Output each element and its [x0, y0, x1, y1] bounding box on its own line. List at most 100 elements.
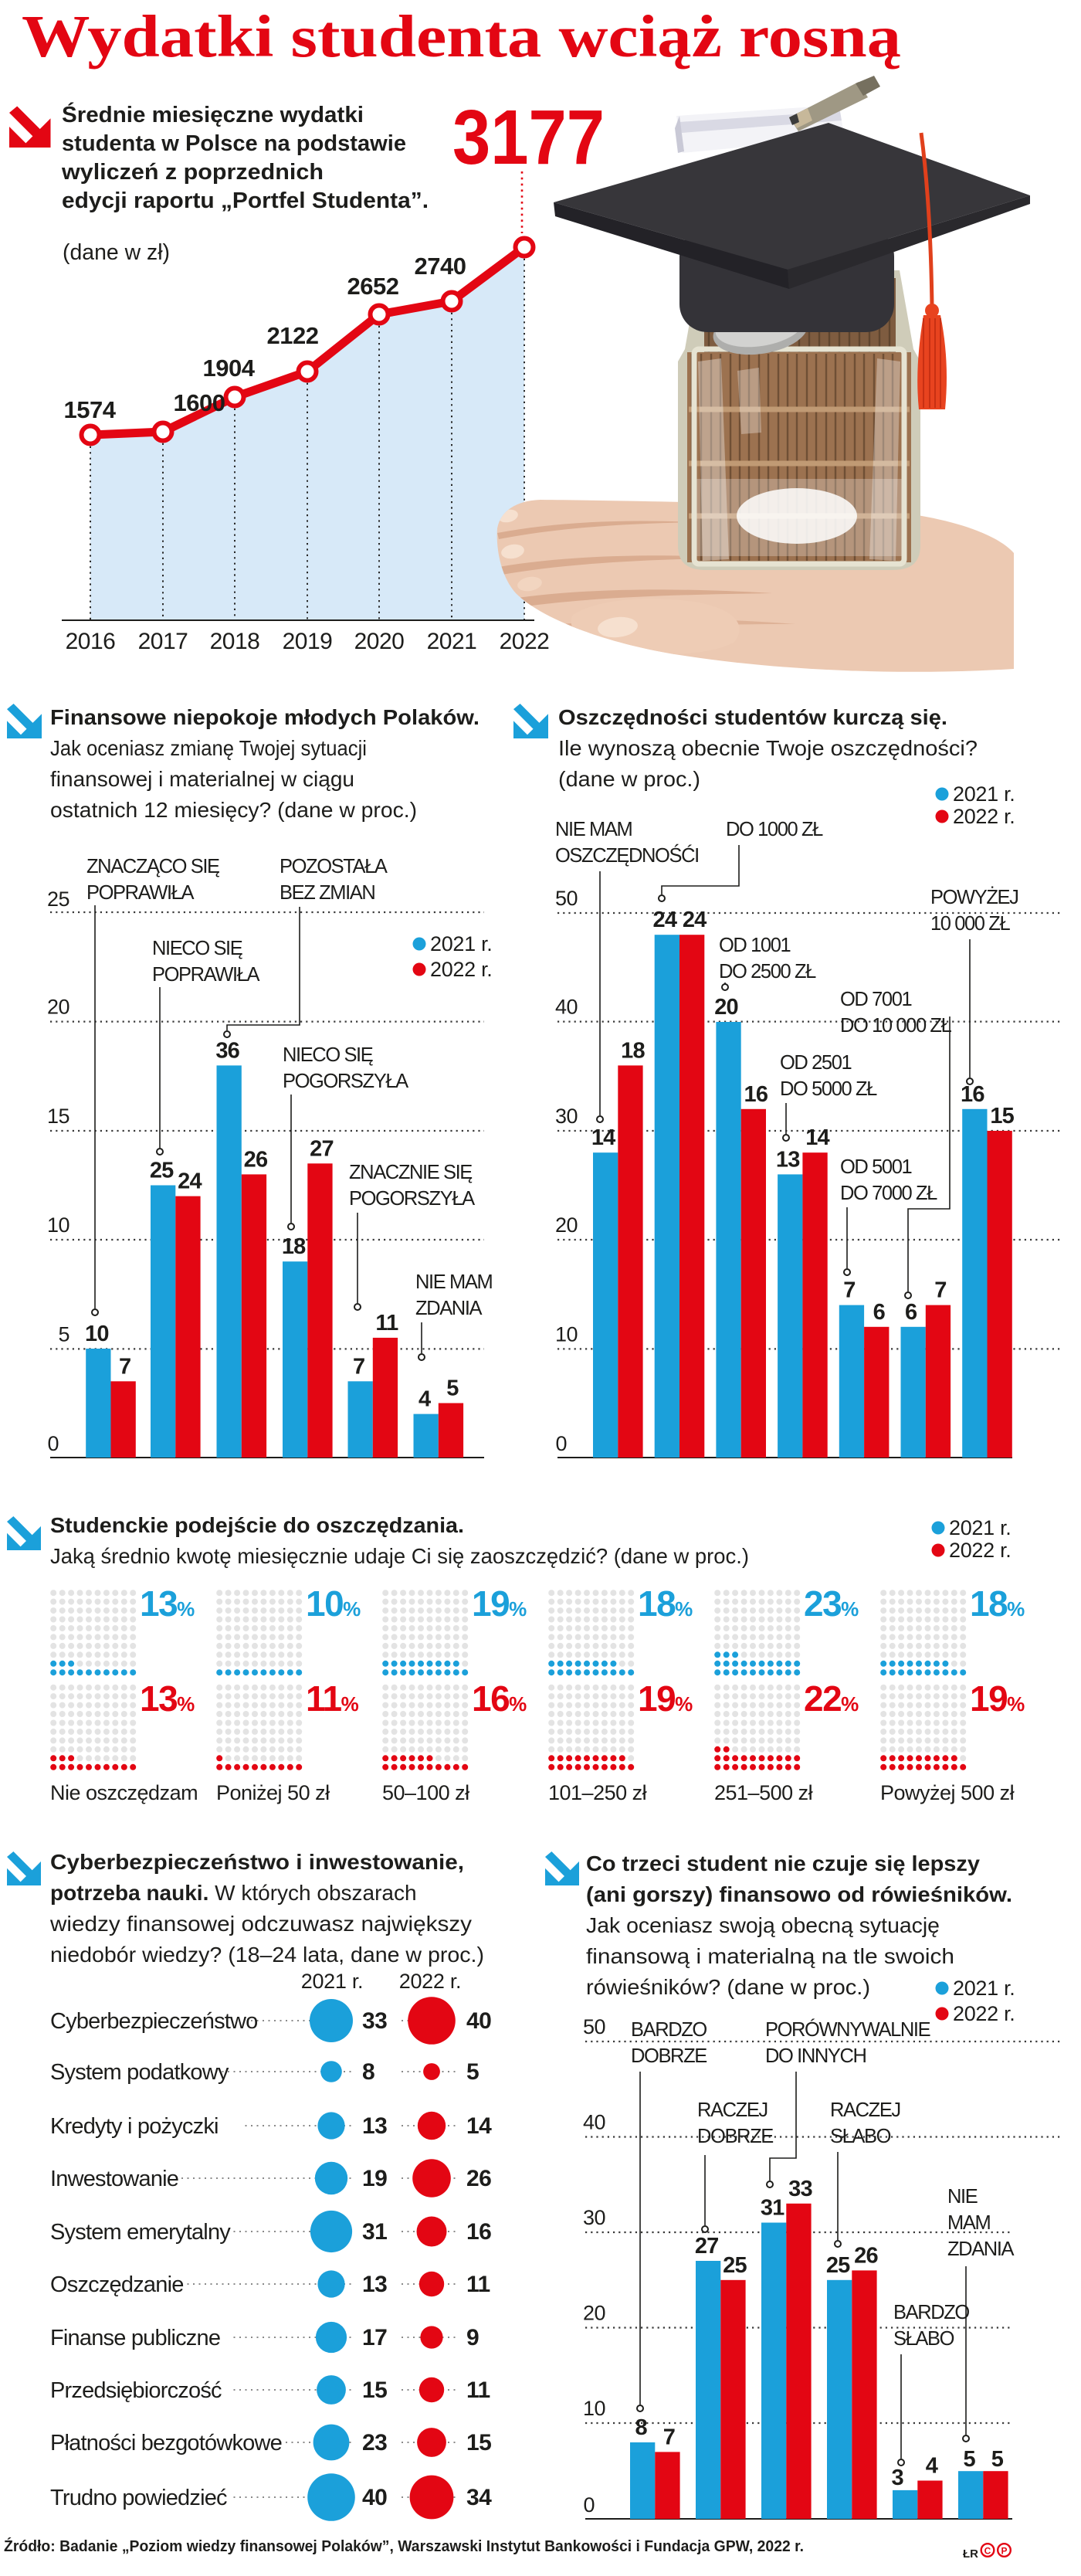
svg-text:33: 33: [362, 2008, 387, 2034]
svg-text:potrzeba nauki. W których obsz: potrzeba nauki. W których obszarach: [50, 1881, 417, 1905]
svg-text:(dane w proc.): (dane w proc.): [558, 767, 700, 791]
svg-text:Źródło: Badanie „Poziom wiedzy: Źródło: Badanie „Poziom wiedzy finansowe…: [4, 2537, 804, 2555]
svg-text:18%: 18%: [970, 1583, 1025, 1624]
svg-text:1600: 1600: [174, 389, 225, 416]
svg-text:7: 7: [119, 1354, 130, 1379]
svg-text:NIECO SIĘ: NIECO SIĘ: [152, 938, 242, 959]
svg-text:BARDZO: BARDZO: [893, 2302, 969, 2323]
svg-text:DOBRZE: DOBRZE: [631, 2045, 707, 2067]
svg-text:40: 40: [583, 2111, 605, 2134]
svg-text:DO 10 000 ZŁ: DO 10 000 ZŁ: [840, 1015, 952, 1037]
svg-text:7: 7: [353, 1354, 364, 1379]
svg-text:BEZ ZMIAN: BEZ ZMIAN: [280, 882, 374, 904]
svg-text:Finansowe niepokoje młodych Po: Finansowe niepokoje młodych Polaków.: [50, 705, 480, 729]
svg-text:OD 2501: OD 2501: [780, 1052, 851, 1074]
svg-text:11: 11: [466, 2272, 490, 2297]
svg-text:4: 4: [419, 1387, 431, 1412]
svg-text:(dane w zł): (dane w zł): [63, 240, 170, 265]
svg-text:Jaką średnio kwotę miesięcznie: Jaką średnio kwotę miesięcznie udaje Ci …: [50, 1544, 749, 1568]
svg-text:3: 3: [891, 2466, 903, 2490]
svg-text:DOBRZE: DOBRZE: [697, 2126, 773, 2147]
svg-text:19%: 19%: [970, 1678, 1025, 1719]
svg-text:10: 10: [555, 1322, 578, 1346]
svg-text:POGORSZYŁA: POGORSZYŁA: [283, 1071, 408, 1092]
svg-text:DO 5000 ZŁ: DO 5000 ZŁ: [780, 1078, 877, 1100]
svg-text:40: 40: [362, 2485, 387, 2510]
svg-text:ZNACZĄCO SIĘ: ZNACZĄCO SIĘ: [86, 856, 219, 877]
svg-text:25: 25: [723, 2253, 747, 2278]
svg-text:10 000 ZŁ: 10 000 ZŁ: [930, 913, 1010, 935]
svg-text:(ani gorszy) finansowo od rówi: (ani gorszy) finansowo od rówieśników.: [586, 1882, 1012, 1906]
svg-text:Kredyty i pożyczki: Kredyty i pożyczki: [50, 2114, 219, 2139]
svg-text:7: 7: [934, 1278, 946, 1303]
svg-text:2022 r.: 2022 r.: [953, 805, 1015, 828]
svg-text:DO INNYCH: DO INNYCH: [765, 2045, 866, 2067]
svg-text:POGORSZYŁA: POGORSZYŁA: [349, 1188, 475, 1210]
svg-text:11: 11: [466, 2377, 490, 2403]
svg-text:Finanse publiczne: Finanse publiczne: [50, 2326, 220, 2350]
svg-text:25: 25: [150, 1159, 174, 1183]
svg-text:1904: 1904: [203, 355, 256, 382]
svg-text:2019: 2019: [283, 629, 333, 654]
svg-text:wyliczeń z poprzednich: wyliczeń z poprzednich: [61, 160, 324, 185]
svg-text:1574: 1574: [64, 396, 117, 423]
svg-text:26: 26: [854, 2243, 878, 2268]
svg-text:16: 16: [961, 1082, 984, 1107]
svg-text:26: 26: [244, 1147, 268, 1172]
svg-text:101–250 zł: 101–250 zł: [548, 1781, 647, 1804]
svg-text:NIE: NIE: [947, 2186, 978, 2208]
svg-text:MAM: MAM: [947, 2212, 990, 2234]
svg-text:2022 r.: 2022 r.: [430, 958, 492, 981]
svg-text:finansową i materialną na tle: finansową i materialną na tle swoich: [586, 1944, 954, 1968]
svg-text:19: 19: [362, 2166, 387, 2191]
svg-text:9: 9: [466, 2325, 479, 2350]
svg-text:50–100 zł: 50–100 zł: [382, 1781, 469, 1804]
svg-text:31: 31: [362, 2219, 387, 2245]
svg-text:2122: 2122: [267, 322, 319, 349]
svg-text:16: 16: [466, 2219, 491, 2245]
svg-text:2022 r.: 2022 r.: [949, 1539, 1011, 1562]
svg-text:24: 24: [683, 908, 707, 932]
svg-text:2021 r.: 2021 r.: [953, 1977, 1015, 2000]
svg-text:20: 20: [714, 995, 738, 1020]
svg-text:POWYŻEJ: POWYŻEJ: [930, 886, 1018, 908]
svg-text:25: 25: [826, 2253, 850, 2278]
svg-text:finansowej i materialnej w cią: finansowej i materialnej w ciągu: [50, 767, 354, 791]
svg-text:OD 1001: OD 1001: [719, 935, 790, 956]
svg-text:OD 7001: OD 7001: [840, 989, 911, 1010]
svg-text:2022: 2022: [500, 629, 550, 654]
svg-text:Oszczędności studentów kurczą: Oszczędności studentów kurczą się.: [558, 705, 947, 729]
svg-text:ZDANIA: ZDANIA: [415, 1298, 483, 1319]
svg-text:NIE MAM: NIE MAM: [415, 1271, 492, 1293]
svg-text:edycji raportu „Portfel Studen: edycji raportu „Portfel Studenta”.: [62, 188, 429, 213]
svg-text:Inwestowanie: Inwestowanie: [50, 2167, 178, 2191]
svg-text:2740: 2740: [415, 253, 466, 280]
svg-text:System emerytalny: System emerytalny: [50, 2220, 231, 2245]
svg-text:OD 5001: OD 5001: [840, 1156, 911, 1178]
svg-text:251–500 zł: 251–500 zł: [714, 1781, 813, 1804]
svg-text:22%: 22%: [804, 1678, 859, 1719]
svg-text:5: 5: [991, 2447, 1004, 2472]
svg-text:2022 r.: 2022 r.: [399, 1970, 461, 1993]
svg-text:31: 31: [761, 2196, 784, 2221]
svg-text:5: 5: [58, 1322, 69, 1346]
svg-text:ZDANIA: ZDANIA: [947, 2238, 1015, 2260]
svg-text:40: 40: [466, 2008, 491, 2034]
svg-text:Poniżej 50 zł: Poniżej 50 zł: [216, 1781, 330, 1804]
svg-text:5: 5: [446, 1376, 459, 1401]
svg-text:DO 2500 ZŁ: DO 2500 ZŁ: [719, 961, 816, 983]
svg-text:15: 15: [990, 1104, 1014, 1128]
svg-text:rówieśników? (dane w proc.): rówieśników? (dane w proc.): [586, 1975, 870, 1999]
svg-text:14: 14: [466, 2113, 492, 2139]
svg-text:11: 11: [375, 1311, 398, 1336]
svg-text:NIECO SIĘ: NIECO SIĘ: [283, 1044, 373, 1066]
svg-text:6: 6: [873, 1300, 886, 1325]
svg-text:2021: 2021: [427, 629, 477, 654]
svg-text:SŁABO: SŁABO: [830, 2126, 891, 2147]
svg-text:30: 30: [583, 2206, 605, 2229]
svg-text:Płatności bezgotówkowe: Płatności bezgotówkowe: [50, 2431, 282, 2456]
svg-text:ZNACZNIE SIĘ: ZNACZNIE SIĘ: [349, 1162, 472, 1183]
svg-text:14: 14: [805, 1125, 829, 1150]
svg-text:8: 8: [362, 2059, 374, 2085]
svg-text:5: 5: [963, 2447, 975, 2472]
